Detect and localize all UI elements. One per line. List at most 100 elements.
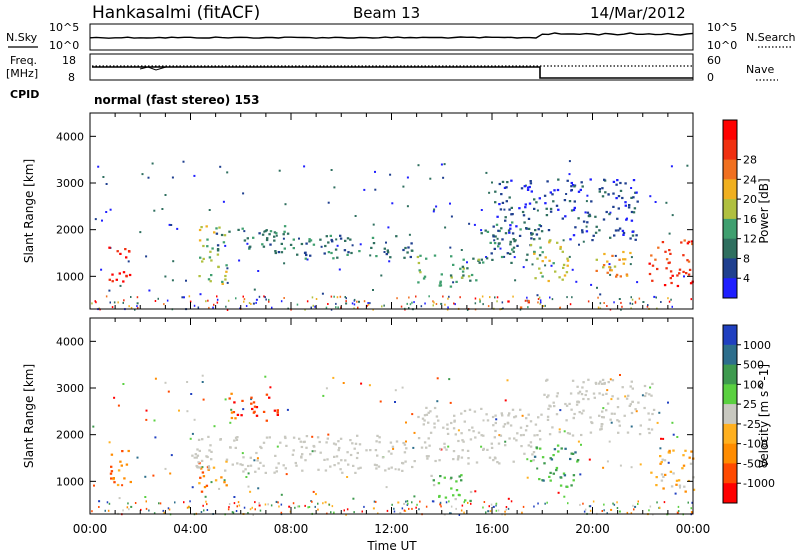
scatter-point	[171, 279, 174, 282]
echo-cell	[343, 249, 347, 252]
echo-cell	[516, 244, 519, 247]
freq-label: Freq.	[10, 54, 37, 67]
echo-cell	[513, 437, 516, 440]
echo-cell	[477, 431, 481, 434]
echo-cell	[209, 280, 212, 283]
clutter-point	[227, 508, 230, 511]
scatter-point	[330, 169, 333, 171]
scatter-point	[571, 268, 574, 271]
echo-cell	[555, 395, 559, 398]
echo-cell	[108, 278, 111, 281]
clutter-point	[411, 507, 413, 510]
clutter-point	[631, 302, 634, 305]
scatter-point	[405, 421, 407, 424]
clutter-point	[400, 305, 403, 308]
scatter-point	[403, 502, 406, 505]
echo-cell	[634, 191, 637, 194]
echo-cell	[581, 386, 584, 389]
echo-cell	[529, 459, 533, 463]
scatter-point	[101, 219, 103, 222]
colorbar-tick-label: 28	[743, 154, 757, 167]
echo-cell	[510, 206, 513, 209]
scatter-point	[610, 398, 613, 401]
clutter-point	[418, 508, 420, 511]
echo-cell	[569, 238, 572, 241]
colorbar-tick-label: 100	[743, 378, 764, 391]
echo-cell	[691, 242, 694, 246]
echo-cell	[198, 466, 202, 469]
echo-cell	[500, 193, 503, 196]
echo-cell	[570, 209, 574, 212]
echo-cell	[269, 243, 272, 246]
echo-cell	[223, 234, 227, 237]
clutter-point	[603, 302, 605, 304]
clutter-point	[687, 501, 689, 504]
echo-cell	[304, 257, 307, 260]
echo-cell	[643, 406, 646, 410]
echo-cell	[587, 378, 590, 381]
scatter-point	[568, 255, 571, 258]
echo-cell	[684, 490, 687, 493]
clutter-point	[308, 506, 311, 508]
echo-cell	[547, 407, 550, 410]
echo-cell	[438, 494, 441, 498]
scatter-point	[311, 435, 314, 438]
clutter-point	[197, 306, 200, 309]
echo-cell	[647, 427, 650, 431]
scatter-point	[649, 195, 652, 198]
echo-cell	[526, 188, 530, 191]
echo-cell	[669, 470, 673, 473]
echo-cell	[518, 234, 522, 237]
echo-cell	[631, 234, 635, 237]
clutter-point	[205, 500, 207, 503]
echo-cell	[274, 454, 277, 457]
echo-cell	[215, 232, 219, 235]
echo-cell	[503, 423, 507, 426]
echo-cell	[283, 435, 287, 438]
scatter-point	[322, 394, 325, 397]
echo-cell	[577, 401, 581, 404]
echo-cell	[241, 463, 244, 467]
echo-cell	[508, 412, 511, 415]
clutter-point	[479, 299, 481, 302]
echo-cell	[559, 484, 563, 487]
echo-cell	[509, 252, 512, 255]
scatter-point	[263, 230, 266, 233]
x-tick-label: 00:00	[676, 522, 711, 536]
echo-cell	[274, 251, 277, 255]
echo-cell	[686, 259, 689, 262]
echo-cell	[268, 436, 271, 439]
echo-cell	[433, 254, 437, 257]
echo-cell	[283, 247, 286, 250]
clutter-point	[521, 511, 523, 514]
echo-cell	[632, 179, 636, 182]
echo-cell	[283, 230, 286, 233]
echo-cell	[425, 455, 429, 458]
echo-cell	[605, 392, 608, 395]
echo-cell	[623, 414, 626, 417]
scatter-point	[105, 211, 108, 213]
echo-cell	[122, 271, 126, 274]
echo-cell	[687, 260, 691, 263]
echo-cell	[212, 466, 216, 469]
scatter-point	[676, 436, 679, 438]
echo-cell	[217, 265, 220, 268]
echo-cell	[427, 455, 430, 458]
echo-cell	[409, 255, 412, 259]
echo-cell	[607, 381, 610, 384]
echo-cell	[529, 182, 533, 185]
echo-cell	[648, 418, 651, 421]
echo-cell	[563, 474, 567, 477]
echo-cell	[584, 393, 587, 397]
clutter-point	[599, 302, 602, 305]
echo-cell	[491, 415, 495, 419]
scatter-point	[264, 375, 267, 378]
mode-text: normal (fast stereo) 153	[94, 93, 260, 107]
echo-cell	[223, 481, 226, 484]
echo-cell	[375, 440, 378, 443]
echo-cell	[499, 208, 503, 211]
echo-cell	[524, 429, 528, 432]
clutter-point	[497, 509, 500, 512]
scatter-point	[514, 279, 517, 282]
